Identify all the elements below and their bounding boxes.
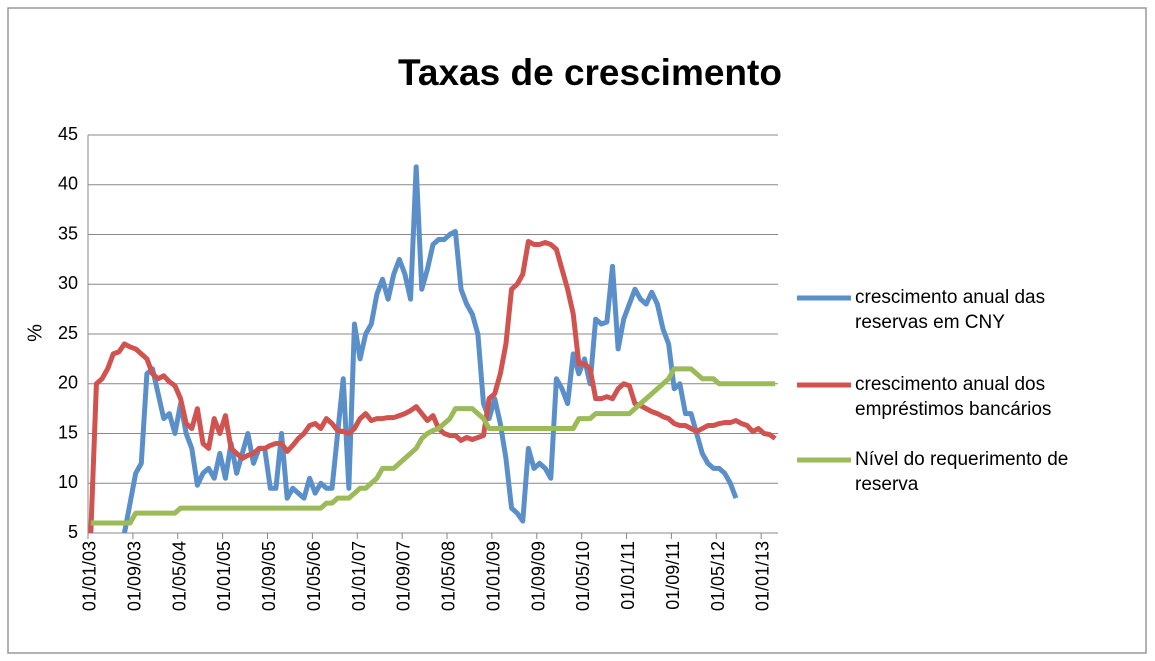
x-tick-label: 01/05/04 xyxy=(169,541,189,611)
x-tick-label: 01/01/07 xyxy=(349,541,369,611)
series-line xyxy=(88,238,777,534)
legend-label: Nível do requerimento de reserva xyxy=(855,449,1069,495)
y-tick-label: 10 xyxy=(58,472,78,492)
y-tick-label: 15 xyxy=(58,422,78,442)
x-tick-label: 01/05/12 xyxy=(708,541,728,611)
x-tick-label: 01/05/10 xyxy=(573,541,593,611)
x-tick-label: 01/05/08 xyxy=(439,541,459,611)
x-tick-label: 01/01/09 xyxy=(483,541,503,611)
x-tick-label: 01/09/07 xyxy=(394,541,414,611)
series-line xyxy=(90,366,776,526)
x-tick-label: 01/01/03 xyxy=(80,541,100,611)
x-tick-label: 01/09/03 xyxy=(124,541,144,611)
x-tick-label: 01/09/05 xyxy=(259,541,279,611)
y-tick-label: 5 xyxy=(68,522,78,542)
y-tick-label: 20 xyxy=(58,373,78,393)
legend-label: crescimento anual dos empréstimos bancár… xyxy=(855,374,1052,420)
x-tick-label: 01/01/13 xyxy=(753,541,773,611)
x-tick-label: 01/01/11 xyxy=(618,541,638,610)
y-tick-label: 35 xyxy=(58,223,78,243)
legend-label: crescimento anual das reservas em CNY xyxy=(855,287,1046,333)
x-tick-label: 01/05/06 xyxy=(304,541,324,611)
series-line xyxy=(122,164,739,534)
y-tick-label: 30 xyxy=(58,273,78,293)
y-tick-label: 25 xyxy=(58,323,78,343)
x-tick-label: 01/01/05 xyxy=(214,541,234,611)
y-axis-label: % xyxy=(24,324,46,342)
y-tick-label: 40 xyxy=(58,174,78,194)
x-tick-label: 01/09/09 xyxy=(528,541,548,611)
y-tick-label: 45 xyxy=(58,124,78,144)
chart-title: Taxas de crescimento xyxy=(398,52,782,93)
x-tick-label: 01/09/11 xyxy=(663,541,683,610)
